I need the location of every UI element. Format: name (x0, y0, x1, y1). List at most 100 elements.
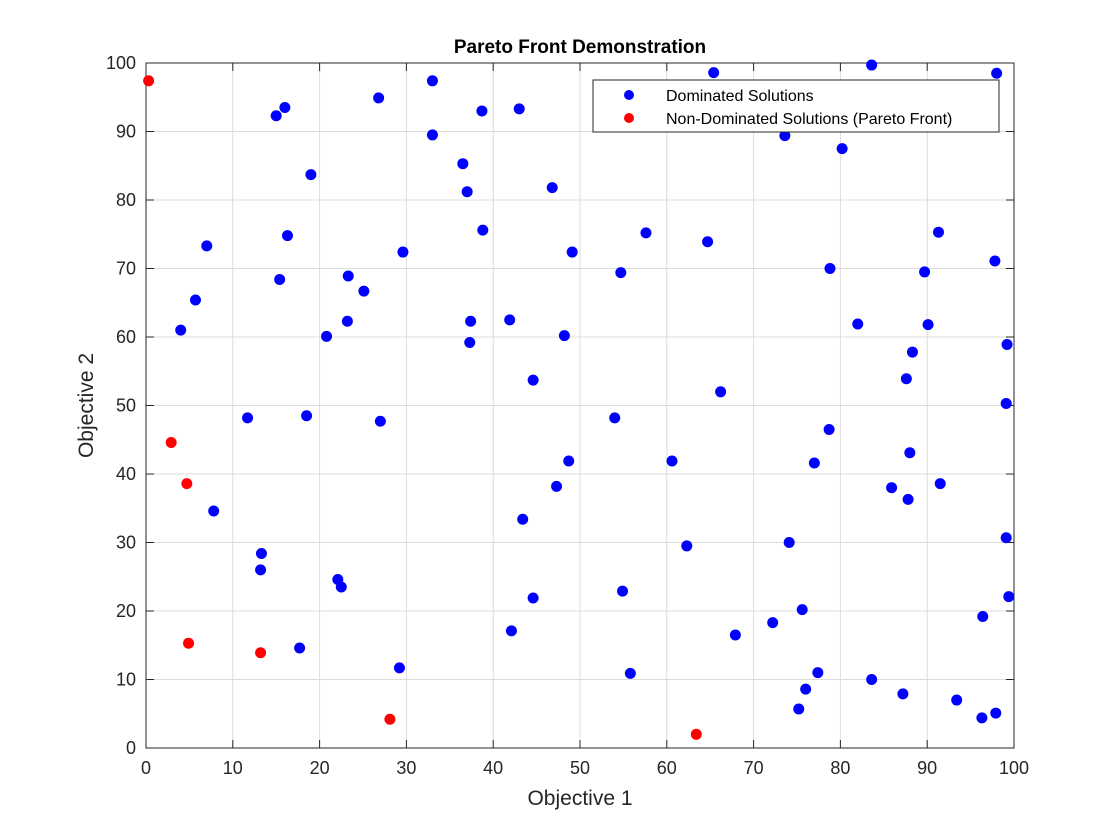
dominated-point (989, 255, 1001, 267)
dominated-point (358, 285, 370, 297)
dominated-point (886, 482, 898, 494)
legend-label-pareto-front: Non-Dominated Solutions (Pareto Front) (666, 111, 952, 128)
dominated-point (900, 373, 912, 385)
legend: Dominated Solutions Non-Dominated Soluti… (592, 79, 1000, 133)
dominated-point (242, 412, 254, 424)
dominated-point (1000, 532, 1012, 544)
dominated-point (517, 513, 529, 525)
dominated-point (823, 423, 835, 435)
dominated-point (477, 224, 489, 236)
dominated-point (321, 330, 333, 342)
y-tick-label: 60 (116, 327, 136, 347)
dominated-point (702, 236, 714, 248)
dominated-point (374, 415, 386, 427)
dominated-point (624, 667, 636, 679)
dominated-point (779, 130, 791, 142)
dominated-point (1003, 591, 1015, 603)
dominated-point (919, 266, 931, 278)
dominated-point (527, 374, 539, 386)
dominated-point (527, 592, 539, 604)
dominated-point (990, 707, 1002, 719)
dominated-point (977, 610, 989, 622)
dominated-point (1001, 339, 1013, 351)
dominated-point (558, 330, 570, 342)
dominated-point (294, 642, 306, 654)
legend-box (592, 79, 1000, 133)
dominated-point (932, 226, 944, 238)
dominated-point (615, 267, 627, 279)
dominated-point (341, 315, 353, 327)
legend-marker-pareto-front (624, 113, 634, 123)
dominated-point (255, 547, 267, 559)
dominated-point (189, 294, 201, 306)
dominated-point (800, 683, 812, 695)
dominated-point (640, 227, 652, 239)
dominated-point (666, 455, 678, 467)
dominated-point (457, 158, 469, 170)
y-tick-label: 90 (116, 122, 136, 142)
x-tick-label: 40 (483, 758, 503, 778)
dominated-point (513, 103, 525, 115)
dominated-point (951, 694, 963, 706)
y-axis-label: Objective 2 (75, 353, 98, 458)
dominated-point (836, 143, 848, 155)
dominated-point (808, 457, 820, 469)
dominated-point (335, 581, 347, 593)
y-tick-label: 70 (116, 259, 136, 279)
dominated-point (201, 240, 213, 252)
dominated-point (274, 273, 286, 285)
pareto-point (165, 436, 177, 448)
x-tick-label: 50 (570, 758, 590, 778)
x-tick-label: 70 (744, 758, 764, 778)
dominated-point (279, 102, 291, 114)
dominated-point (708, 67, 720, 79)
dominated-point (922, 319, 934, 331)
dominated-point (793, 703, 805, 715)
dominated-point (465, 315, 477, 327)
dominated-point (617, 585, 629, 597)
y-tick-label: 20 (116, 601, 136, 621)
dominated-point (715, 386, 727, 398)
dominated-point (476, 105, 488, 117)
dominated-point (976, 712, 988, 724)
pareto-point (183, 637, 195, 649)
pareto-point (384, 713, 396, 725)
legend-marker-dominated (624, 90, 634, 100)
x-tick-label: 30 (396, 758, 416, 778)
data-points (143, 59, 1015, 740)
dominated-point (461, 186, 473, 198)
x-tick-label: 60 (657, 758, 677, 778)
dominated-point (255, 564, 267, 576)
x-tick-labels: 0 10 20 30 40 50 60 70 80 90 100 (141, 758, 1029, 778)
y-tick-label: 80 (116, 190, 136, 210)
dominated-point (904, 447, 916, 459)
dominated-point (546, 182, 558, 194)
pareto-point (181, 478, 193, 490)
x-axis-label: Objective 1 (527, 787, 632, 810)
y-tick-labels: 0 10 20 30 40 50 60 70 80 90 100 (106, 53, 136, 758)
x-tick-label: 80 (830, 758, 850, 778)
dominated-point (934, 478, 946, 490)
dominated-point (681, 540, 693, 552)
pareto-point (143, 75, 155, 87)
x-tick-label: 90 (917, 758, 937, 778)
dominated-point (301, 410, 313, 422)
dominated-point (563, 455, 575, 467)
dominated-point (729, 629, 741, 641)
pareto-point (255, 647, 267, 659)
y-tick-label: 10 (116, 670, 136, 690)
dominated-point (270, 110, 282, 122)
dominated-point (426, 129, 438, 141)
dominated-point (397, 246, 409, 258)
dominated-point (609, 412, 621, 424)
dominated-point (175, 324, 187, 336)
pareto-point (690, 728, 702, 740)
y-tick-label: 50 (116, 396, 136, 416)
y-tick-label: 0 (126, 738, 136, 758)
dominated-point (991, 67, 1003, 79)
dominated-point (426, 75, 438, 87)
x-tick-label: 100 (999, 758, 1029, 778)
dominated-point (504, 314, 516, 326)
dominated-point (464, 336, 476, 348)
